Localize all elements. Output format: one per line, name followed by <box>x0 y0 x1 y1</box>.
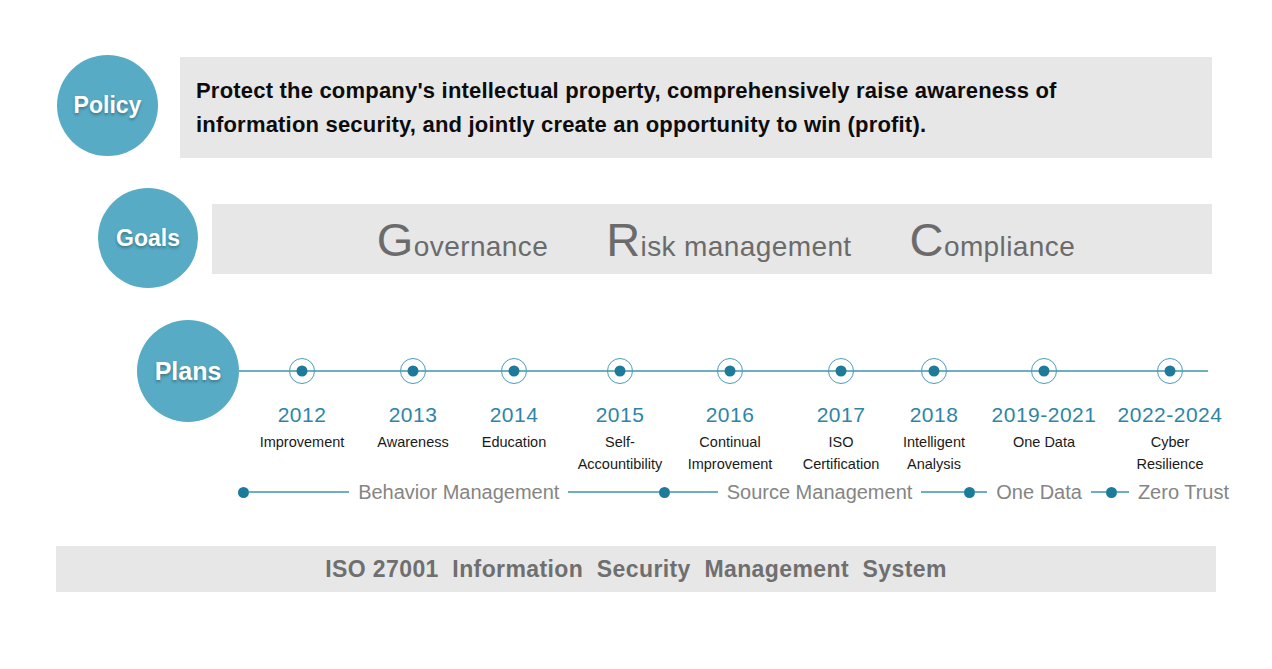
phase-connector-line <box>1117 491 1129 493</box>
phase-dot <box>964 487 975 498</box>
timeline-node-dot <box>408 366 419 377</box>
goal-rest-text: ompliance <box>944 231 1075 262</box>
timeline-node-dot <box>725 366 736 377</box>
security-policy-infographic: Policy Protect the company's intellectua… <box>0 0 1272 669</box>
phase-dot <box>238 487 249 498</box>
phase-connector-line <box>975 491 987 493</box>
phase-dot <box>1106 487 1117 498</box>
policy-text-box: Protect the company's intellectual prope… <box>180 57 1212 158</box>
goal-item: Risk management <box>606 212 851 267</box>
phase-label: Zero Trust <box>1129 481 1238 504</box>
milestone-year: 2018 <box>869 403 999 427</box>
milestone-label: Cyber Resilience <box>1118 431 1222 475</box>
timeline-node-ring <box>400 358 426 384</box>
timeline-node-dot <box>615 366 626 377</box>
milestone-label: Awareness <box>361 431 465 453</box>
policy-statement-line2: information security, and jointly create… <box>196 108 1212 142</box>
goal-rest-text: isk management <box>641 231 852 262</box>
phase-dot <box>659 487 670 498</box>
timeline-node-ring <box>828 358 854 384</box>
goal-initial-letter: C <box>910 213 944 266</box>
goal-item: Compliance <box>910 212 1076 267</box>
timeline-node-dot <box>836 366 847 377</box>
timeline-node-ring <box>1031 358 1057 384</box>
timeline-node-dot <box>929 366 940 377</box>
timeline-node-ring <box>921 358 947 384</box>
policy-badge: Policy <box>57 55 158 156</box>
phase-connector-line <box>670 491 718 493</box>
milestone-label: One Data <box>992 431 1096 453</box>
phase-label: Behavior Management <box>349 481 568 504</box>
goal-item: Governance <box>377 212 548 267</box>
milestone-year: 2016 <box>665 403 795 427</box>
goal-rest-text: overnance <box>414 231 548 262</box>
timeline-node-dot <box>297 366 308 377</box>
goals-badge: Goals <box>98 188 198 288</box>
phase-connector-line <box>249 491 349 493</box>
milestone-label: Self-Accountibility <box>568 431 672 475</box>
timeline-node-ring <box>501 358 527 384</box>
phase-label: One Data <box>987 481 1091 504</box>
plans-badge-label: Plans <box>155 357 222 386</box>
timeline-node-ring <box>289 358 315 384</box>
phase-connector-line <box>568 491 659 493</box>
timeline-node-dot <box>1165 366 1176 377</box>
phase-label: Source Management <box>718 481 922 504</box>
timeline-node-dot <box>509 366 520 377</box>
goal-initial-letter: G <box>377 213 414 266</box>
milestone-year: 2019-2021 <box>979 403 1109 427</box>
policy-statement-line1: Protect the company's intellectual prope… <box>196 74 1212 108</box>
milestone-label: ISO Certification <box>789 431 893 475</box>
timeline-node-ring <box>717 358 743 384</box>
milestone-label: Education <box>462 431 566 453</box>
iso-banner-label: ISO 27001 Information Security Managemen… <box>325 556 947 583</box>
phase-connector-line <box>921 491 964 493</box>
phase-row: Behavior Management Source Management One … <box>238 481 1238 503</box>
timeline-axis <box>238 370 1208 372</box>
policy-badge-label: Policy <box>74 92 142 119</box>
phase-connector-line <box>1091 491 1106 493</box>
milestone-year: 2013 <box>348 403 478 427</box>
iso-banner: ISO 27001 Information Security Managemen… <box>56 546 1216 592</box>
milestone-year: 2022-2024 <box>1105 403 1235 427</box>
goals-bar: Governance Risk management Compliance <box>212 204 1212 274</box>
timeline-node-ring <box>1157 358 1183 384</box>
milestone-label: Intelligent Analysis <box>882 431 986 475</box>
timeline-node-dot <box>1039 366 1050 377</box>
milestone-label: Continual Improvement <box>678 431 782 475</box>
timeline-node-ring <box>607 358 633 384</box>
milestone-label: Improvement <box>250 431 354 453</box>
plans-badge: Plans <box>137 320 239 422</box>
milestone-year: 2017 <box>776 403 906 427</box>
milestone-year: 2014 <box>449 403 579 427</box>
milestone-year: 2012 <box>237 403 367 427</box>
goals-badge-label: Goals <box>116 225 180 252</box>
goal-initial-letter: R <box>606 213 640 266</box>
milestone-year: 2015 <box>555 403 685 427</box>
